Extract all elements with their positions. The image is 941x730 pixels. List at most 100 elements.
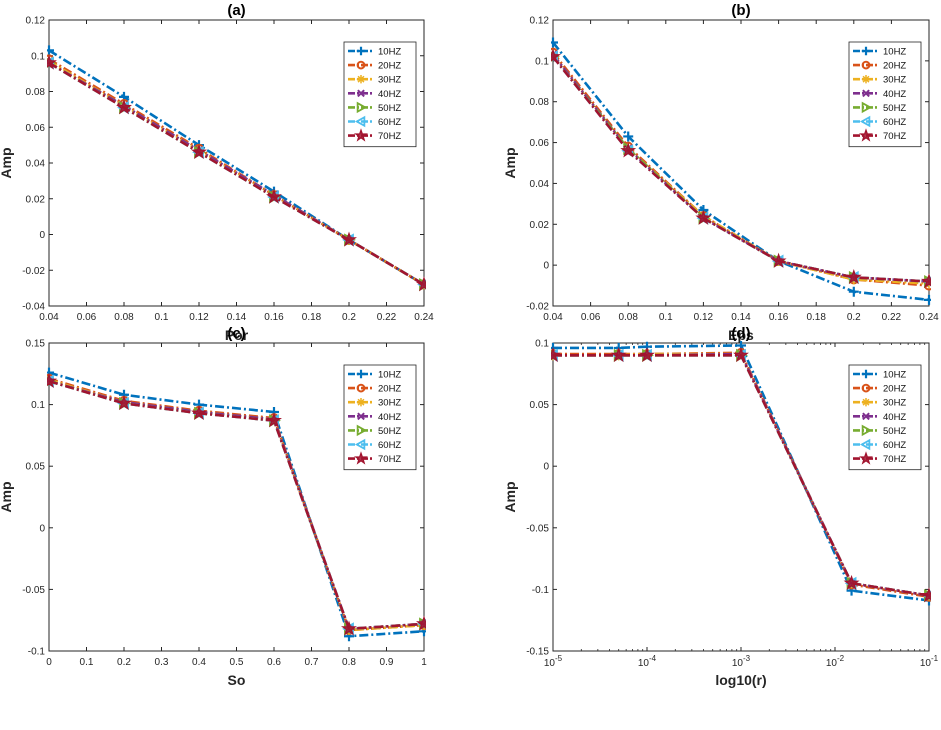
x-axis-label: Eps bbox=[728, 327, 754, 343]
point-70hz-2 bbox=[639, 346, 655, 363]
x-axis-label: log10(r) bbox=[715, 672, 766, 688]
chart-title: (a) bbox=[227, 2, 245, 19]
point-70hz-1 bbox=[116, 99, 132, 115]
point-70hz-3 bbox=[266, 412, 282, 428]
legend-marker-10hz bbox=[861, 369, 871, 379]
y-tick-label: -0.1 bbox=[28, 647, 46, 658]
x-tick-label: 0.04 bbox=[39, 312, 59, 323]
y-tick-label: 0.02 bbox=[26, 194, 46, 205]
x-tick-label: 0.8 bbox=[342, 657, 356, 668]
y-axis-label: Amp bbox=[502, 147, 518, 178]
legend-label-50hz: 50HZ bbox=[883, 426, 906, 437]
x-tick-label: 0.6 bbox=[267, 657, 281, 668]
x-tick-label: 0.06 bbox=[77, 312, 97, 323]
y-tick-label: 0.1 bbox=[535, 339, 549, 350]
y-tick-label: -0.1 bbox=[532, 585, 550, 596]
x-axis-label: So bbox=[228, 672, 246, 688]
x-tick-label: 0.22 bbox=[377, 312, 397, 323]
panel-d: 10-5 10-4 10-3 10-2 10-1 -0.15 -0.1 -0.05 0 0.05 0… bbox=[502, 325, 939, 688]
x-tick-label: 10-4 bbox=[638, 654, 657, 669]
panel-a: 0.04 0.06 0.08 0.1 0.12 0.14 0.16 0.18 0.2 0.22 0.… bbox=[0, 2, 434, 343]
legend-marker-20hz bbox=[861, 383, 871, 393]
y-tick-label: -0.04 bbox=[22, 302, 45, 313]
point-70hz-4 bbox=[843, 574, 860, 591]
point-10hz-4 bbox=[848, 286, 859, 297]
legend-marker-30hz bbox=[861, 398, 871, 407]
legend-label-60hz: 60HZ bbox=[378, 440, 401, 451]
point-10hz-0 bbox=[47, 45, 54, 56]
legend-label-30hz: 30HZ bbox=[378, 398, 401, 409]
legend-label-60hz: 60HZ bbox=[883, 117, 906, 128]
y-axis-label: Amp bbox=[0, 147, 14, 178]
point-70hz-2 bbox=[695, 209, 712, 225]
legend-marker-30hz bbox=[861, 75, 871, 84]
x-axis-label: Por bbox=[225, 327, 249, 343]
y-tick-label: 0.02 bbox=[530, 220, 550, 231]
series-line-70hz bbox=[48, 379, 425, 631]
legend-label-70hz: 70HZ bbox=[378, 454, 401, 465]
y-tick-label: 0.12 bbox=[26, 16, 46, 27]
y-tick-label: 0.1 bbox=[535, 56, 549, 67]
x-tick-label: 0.08 bbox=[618, 312, 638, 323]
legend-label-70hz: 70HZ bbox=[883, 131, 906, 142]
y-tick-label: 0.08 bbox=[530, 97, 550, 108]
y-tick-label: 0.05 bbox=[530, 400, 550, 411]
x-tick-label: 1 bbox=[421, 657, 427, 668]
point-70hz-4 bbox=[341, 620, 357, 636]
legend-label-30hz: 30HZ bbox=[378, 75, 401, 86]
legend-label-40hz: 40HZ bbox=[883, 89, 906, 100]
point-70hz-3 bbox=[770, 252, 787, 268]
x-tick-label: 0.24 bbox=[919, 312, 939, 323]
x-tick-label: 0.12 bbox=[694, 312, 714, 323]
x-tick-label: 0.12 bbox=[189, 312, 209, 323]
y-tick-label: 0.1 bbox=[31, 400, 45, 411]
x-tick-label: 0.06 bbox=[581, 312, 601, 323]
legend-label-10hz: 10HZ bbox=[378, 47, 401, 58]
y-tick-label: 0 bbox=[39, 523, 45, 534]
legend-label-60hz: 60HZ bbox=[883, 440, 906, 451]
legend-label-40hz: 40HZ bbox=[378, 412, 401, 423]
chart-title: (d) bbox=[731, 325, 750, 342]
legend-marker-10hz bbox=[356, 369, 366, 379]
y-axis-label: Amp bbox=[502, 481, 518, 512]
panel-b: 0.04 0.06 0.08 0.1 0.12 0.14 0.16 0.18 0.2 0.22 0.… bbox=[502, 2, 939, 343]
point-70hz-2 bbox=[191, 143, 207, 160]
chart-title: (b) bbox=[731, 2, 750, 19]
legend-label-30hz: 30HZ bbox=[883, 75, 906, 86]
legend-label-10hz: 10HZ bbox=[883, 47, 906, 58]
legend-marker-60hz bbox=[859, 115, 871, 128]
x-tick-label: 0.1 bbox=[155, 312, 169, 323]
point-70hz-5 bbox=[416, 276, 426, 292]
point-70hz-1 bbox=[116, 394, 132, 411]
x-tick-label: 0.16 bbox=[264, 312, 284, 323]
legend-marker-60hz bbox=[859, 438, 871, 451]
legend-label-50hz: 50HZ bbox=[378, 426, 401, 437]
x-tick-label: 0.16 bbox=[769, 312, 789, 323]
point-70hz-5 bbox=[416, 615, 426, 631]
x-tick-label: 10-3 bbox=[732, 654, 751, 669]
x-tick-label: 0.18 bbox=[302, 312, 322, 323]
legend-marker-20hz bbox=[861, 60, 871, 70]
legend: 10HZ 20HZ 30HZ 40HZ 50HZ 60HZ 70HZ bbox=[848, 364, 922, 471]
point-70hz-5 bbox=[921, 587, 931, 603]
x-tick-label: 0.5 bbox=[230, 657, 244, 668]
x-tick-label: 0.9 bbox=[380, 657, 394, 668]
point-70hz-0 bbox=[551, 346, 561, 363]
legend-marker-40hz bbox=[862, 412, 870, 421]
y-tick-label: 0.08 bbox=[26, 87, 46, 98]
legend-label-60hz: 60HZ bbox=[378, 117, 401, 128]
y-tick-label: -0.02 bbox=[22, 266, 45, 277]
legend-label-50hz: 50HZ bbox=[378, 103, 401, 114]
legend-marker-50hz bbox=[861, 424, 873, 437]
y-tick-label: 0.04 bbox=[26, 159, 46, 170]
x-tick-label: 0.24 bbox=[414, 312, 434, 323]
point-70hz-0 bbox=[551, 48, 561, 64]
y-tick-label: -0.05 bbox=[22, 585, 45, 596]
legend-marker-60hz bbox=[354, 438, 366, 451]
legend-marker-10hz bbox=[356, 46, 366, 56]
x-tick-label: 0.18 bbox=[806, 312, 826, 323]
y-tick-label: 0.1 bbox=[31, 51, 45, 62]
legend-marker-40hz bbox=[357, 89, 365, 98]
x-tick-label: 0.04 bbox=[543, 312, 563, 323]
